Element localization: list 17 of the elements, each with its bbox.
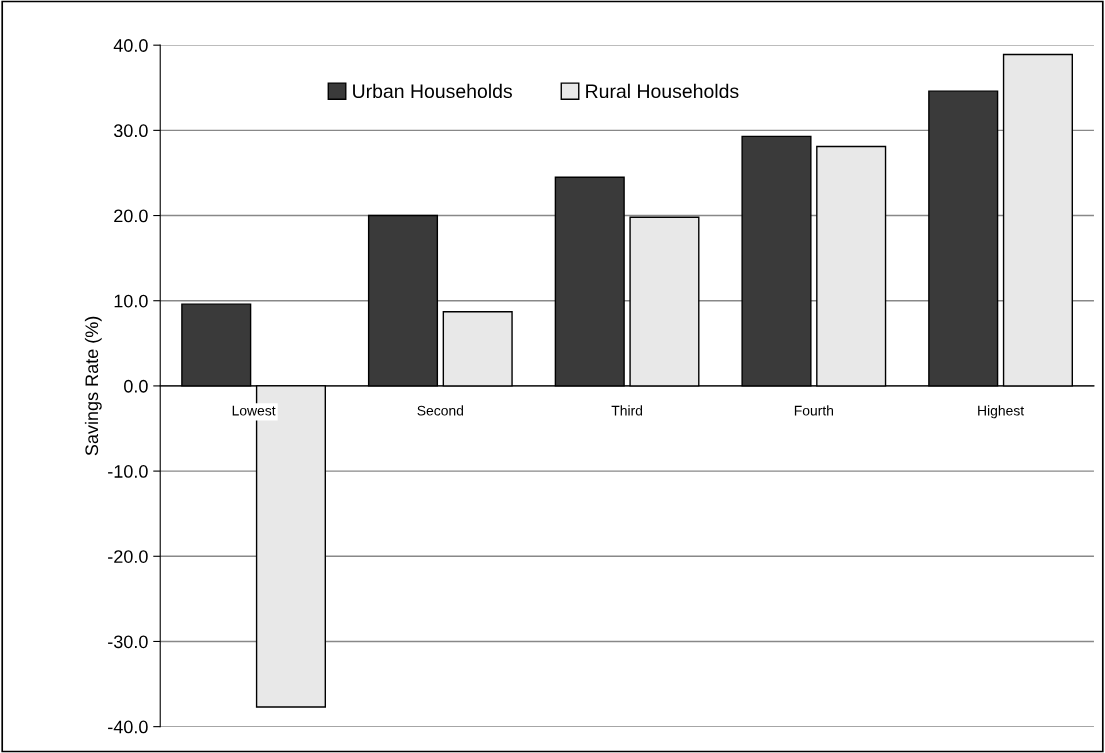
- x-tick-label: Highest: [978, 405, 1025, 419]
- legend-label: Urban Households: [353, 83, 512, 99]
- x-tick-label: Third: [611, 405, 643, 416]
- y-tick-label: -40.0: [108, 720, 148, 734]
- y-tick-label: 10.0: [114, 294, 148, 308]
- y-tick-label: 40.0: [113, 39, 148, 52]
- y-tick-label: -30.0: [108, 635, 148, 649]
- y-tick-label: -10.0: [108, 465, 148, 478]
- y-tick-label: -20.0: [108, 550, 148, 563]
- x-tick-label: Second: [417, 405, 463, 416]
- y-tick-label: 20.0: [114, 209, 148, 223]
- y-tick-label: 0.0: [124, 379, 148, 393]
- y-tick-label: 30.0: [113, 124, 148, 138]
- y-axis-title: Savings Rate (%): [84, 316, 102, 456]
- legend-label: Rural Households: [586, 83, 739, 99]
- x-tick-label: Fourth: [794, 405, 833, 416]
- x-tick-label: Lowest: [232, 405, 276, 416]
